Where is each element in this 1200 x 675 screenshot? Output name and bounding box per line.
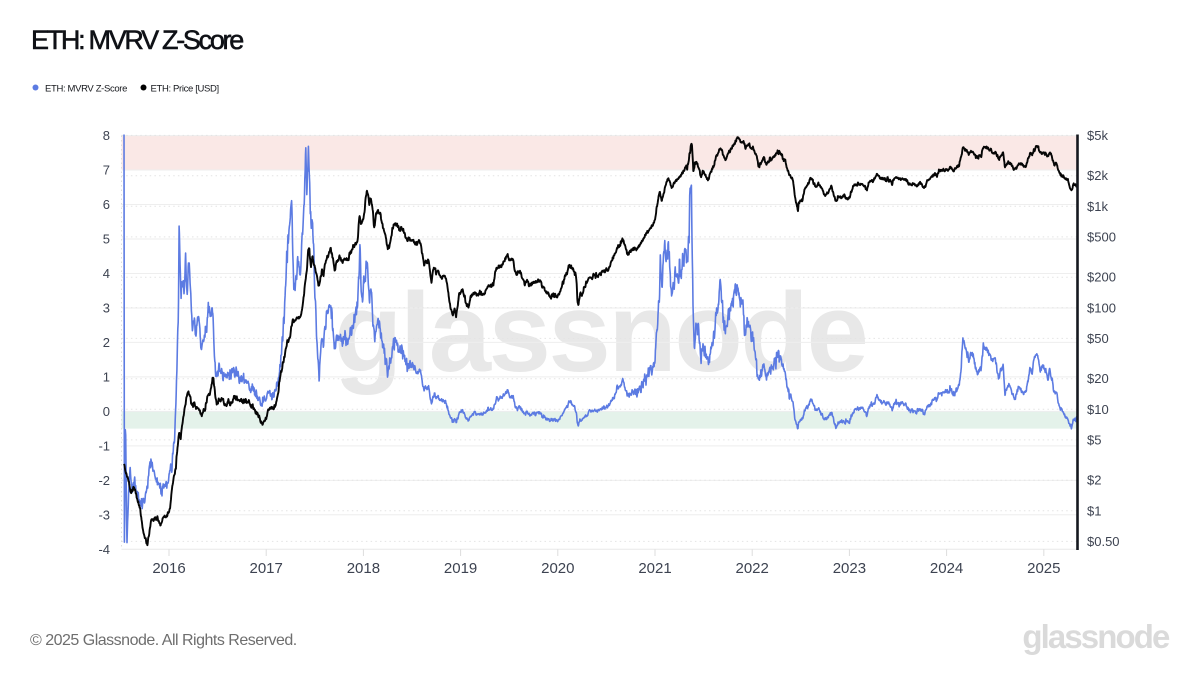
svg-text:ETH: Price [USD]: ETH: Price [USD] bbox=[151, 84, 219, 95]
svg-text:2023: 2023 bbox=[833, 560, 866, 577]
svg-text:2018: 2018 bbox=[347, 560, 380, 577]
svg-text:0: 0 bbox=[103, 404, 110, 419]
svg-text:$1k: $1k bbox=[1087, 199, 1108, 214]
svg-text:2016: 2016 bbox=[152, 560, 185, 577]
svg-text:4: 4 bbox=[103, 266, 110, 281]
svg-text:$1: $1 bbox=[1087, 503, 1101, 518]
svg-text:-2: -2 bbox=[98, 473, 110, 488]
svg-text:-4: -4 bbox=[98, 542, 110, 557]
svg-text:$50: $50 bbox=[1087, 331, 1109, 346]
svg-text:$100: $100 bbox=[1087, 300, 1116, 315]
svg-text:$5: $5 bbox=[1087, 432, 1101, 447]
svg-text:2017: 2017 bbox=[250, 560, 283, 577]
svg-text:$2: $2 bbox=[1087, 473, 1101, 488]
svg-text:glassnode: glassnode bbox=[1022, 618, 1170, 655]
svg-text:2020: 2020 bbox=[541, 560, 574, 577]
svg-text:$0.50: $0.50 bbox=[1087, 534, 1120, 549]
svg-text:2: 2 bbox=[103, 335, 110, 350]
svg-text:2025: 2025 bbox=[1027, 560, 1060, 577]
svg-text:2024: 2024 bbox=[930, 560, 963, 577]
svg-text:7: 7 bbox=[103, 163, 110, 178]
svg-text:6: 6 bbox=[103, 197, 110, 212]
svg-text:2021: 2021 bbox=[638, 560, 671, 577]
svg-text:$5k: $5k bbox=[1087, 128, 1108, 143]
svg-text:5: 5 bbox=[103, 232, 110, 247]
svg-text:-1: -1 bbox=[98, 438, 110, 453]
svg-text:ETH: MVRV Z-Score: ETH: MVRV Z-Score bbox=[45, 84, 127, 95]
svg-text:8: 8 bbox=[103, 128, 110, 143]
svg-text:3: 3 bbox=[103, 301, 110, 316]
svg-text:$10: $10 bbox=[1087, 402, 1109, 417]
svg-text:$500: $500 bbox=[1087, 229, 1116, 244]
svg-text:-3: -3 bbox=[98, 507, 110, 522]
svg-text:2019: 2019 bbox=[444, 560, 477, 577]
svg-text:$20: $20 bbox=[1087, 371, 1109, 386]
svg-text:$200: $200 bbox=[1087, 270, 1116, 285]
svg-text:ETH: MVRV Z-Score: ETH: MVRV Z-Score bbox=[31, 25, 243, 55]
svg-text:1: 1 bbox=[103, 369, 110, 384]
svg-text:© 2025 Glassnode. All Rights R: © 2025 Glassnode. All Rights Reserved. bbox=[30, 632, 297, 649]
svg-text:glassnode: glassnode bbox=[334, 270, 866, 395]
svg-text:2022: 2022 bbox=[736, 560, 769, 577]
svg-text:$2k: $2k bbox=[1087, 168, 1108, 183]
